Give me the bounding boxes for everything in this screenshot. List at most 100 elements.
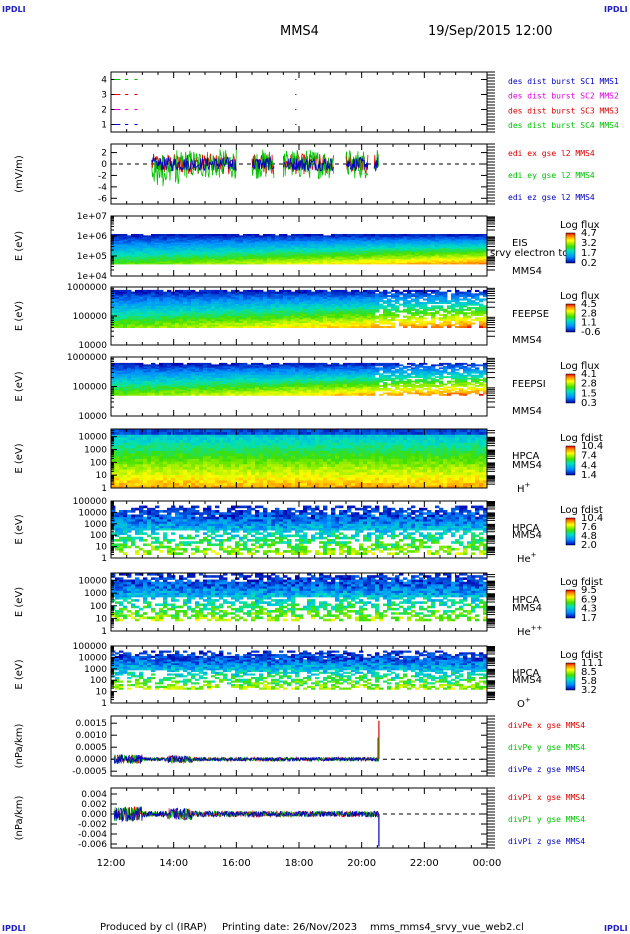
spectrogram-cell xyxy=(171,235,176,238)
spectrogram-cell xyxy=(339,244,344,247)
colorbar xyxy=(565,303,576,333)
spectrogram-cell xyxy=(175,313,180,316)
spectrogram-cell xyxy=(379,249,384,251)
spectrogram-cell xyxy=(295,234,300,236)
spectrogram-cell xyxy=(227,291,232,294)
spectrogram-cell xyxy=(363,243,368,246)
spectrogram-cell xyxy=(119,239,124,242)
spectrogram-cell xyxy=(247,244,252,247)
spectrogram-cell xyxy=(135,307,140,310)
spectrogram-cell xyxy=(119,303,124,306)
spectrogram-cell xyxy=(123,296,128,299)
spectrogram-cell xyxy=(395,240,400,243)
spectrogram-cell xyxy=(131,320,136,323)
spectrogram-cell xyxy=(195,295,200,298)
spectrogram-cell xyxy=(135,303,140,306)
spectrogram-cell xyxy=(255,312,260,315)
spectrogram-cell xyxy=(171,305,176,308)
spectrogram-cell xyxy=(303,236,308,239)
spectrogram-cell xyxy=(375,315,380,318)
spectrogram-cell xyxy=(247,249,252,251)
spectrogram-cell xyxy=(423,249,428,251)
spectrogram-cell xyxy=(275,251,280,254)
spectrogram-cell xyxy=(415,236,420,239)
spectrogram-cell xyxy=(211,315,216,318)
spectrogram-cell xyxy=(219,322,224,325)
spectrogram-cell xyxy=(279,301,284,305)
spectrogram-cell xyxy=(139,293,144,296)
spectrogram-cell xyxy=(131,236,136,239)
spectrogram-cell xyxy=(171,254,176,257)
spectrogram-cell xyxy=(151,242,156,244)
spectrogram-cell xyxy=(275,249,280,251)
spectrogram-cell xyxy=(111,305,116,308)
spectrogram-cell xyxy=(263,243,268,246)
spectrogram-cell xyxy=(279,247,284,250)
spectrogram-cell xyxy=(475,253,480,255)
spectrogram-cell xyxy=(139,238,144,240)
spectrogram-cell xyxy=(227,300,232,303)
spectrogram-cell xyxy=(199,244,204,247)
spectrogram-cell xyxy=(275,236,280,239)
spectrogram-cell xyxy=(199,253,204,255)
spectrogram-cell xyxy=(151,261,156,264)
spectrogram-cell xyxy=(291,238,296,240)
spectrogram-cell xyxy=(247,235,252,238)
spectrogram-cell xyxy=(139,324,144,327)
spectrogram-cell xyxy=(403,257,408,259)
spectrogram-cell xyxy=(239,303,244,306)
spectrogram-cell xyxy=(231,243,236,246)
spectrogram-cell xyxy=(151,257,156,259)
spectrogram-cell xyxy=(439,313,444,316)
spectrogram-cell xyxy=(387,234,392,236)
spectrogram-cell xyxy=(195,322,200,325)
spectrogram-cell xyxy=(131,362,136,365)
spectrogram-cell xyxy=(283,305,288,308)
spectrogram-cell xyxy=(187,322,192,325)
spectrogram-cell xyxy=(375,258,380,261)
spectrogram-cell xyxy=(131,313,136,316)
spectrogram-cell xyxy=(423,253,428,255)
spectrogram-cell xyxy=(151,249,156,251)
spectrogram-cell xyxy=(271,243,276,246)
spectrogram-cell xyxy=(251,259,256,262)
spectrogram-cell xyxy=(287,322,292,325)
spectrogram-cell xyxy=(171,259,176,262)
spectrogram-cell xyxy=(411,312,416,315)
spectrogram-cell xyxy=(335,259,340,262)
spectrogram-cell xyxy=(155,317,160,320)
spectrogram-cell xyxy=(251,247,256,250)
spectrogram-cell xyxy=(419,259,424,262)
spectrogram-cell xyxy=(423,320,428,323)
spectrogram-cell xyxy=(179,300,184,303)
spectrogram-cell xyxy=(367,255,372,258)
spectrogram-cell xyxy=(471,234,476,236)
spectrogram-cell xyxy=(267,319,272,322)
spectrogram-cell xyxy=(355,235,360,238)
spectrogram-cell xyxy=(283,249,288,251)
spectrogram-cell xyxy=(307,238,312,240)
spectrogram-cell xyxy=(423,250,428,253)
spectrogram-cell xyxy=(267,305,272,308)
spectrogram-cell xyxy=(211,300,216,303)
spectrogram-cell xyxy=(467,312,472,315)
spectrogram-cell xyxy=(187,291,192,294)
spectrogram-cell xyxy=(287,235,292,238)
spectrogram-cell xyxy=(247,262,252,265)
spectrogram-cell xyxy=(111,234,116,236)
spectrogram-cell xyxy=(387,243,392,246)
spectrogram-cell xyxy=(187,250,192,253)
spectrogram-cell xyxy=(211,313,216,316)
spectrogram-cell xyxy=(139,322,144,325)
spectrogram-cell xyxy=(171,247,176,250)
spectrogram-cell xyxy=(159,291,164,294)
spectrogram-cell xyxy=(283,295,288,298)
spectrogram-cell xyxy=(259,239,264,242)
spectrogram-cell xyxy=(343,257,348,259)
spectrogram-cell xyxy=(311,253,316,255)
spectrogram-cell xyxy=(471,236,476,239)
spectrogram-cell xyxy=(239,240,244,243)
spectrogram-cell xyxy=(139,253,144,255)
spectrogram-cell xyxy=(311,249,316,251)
